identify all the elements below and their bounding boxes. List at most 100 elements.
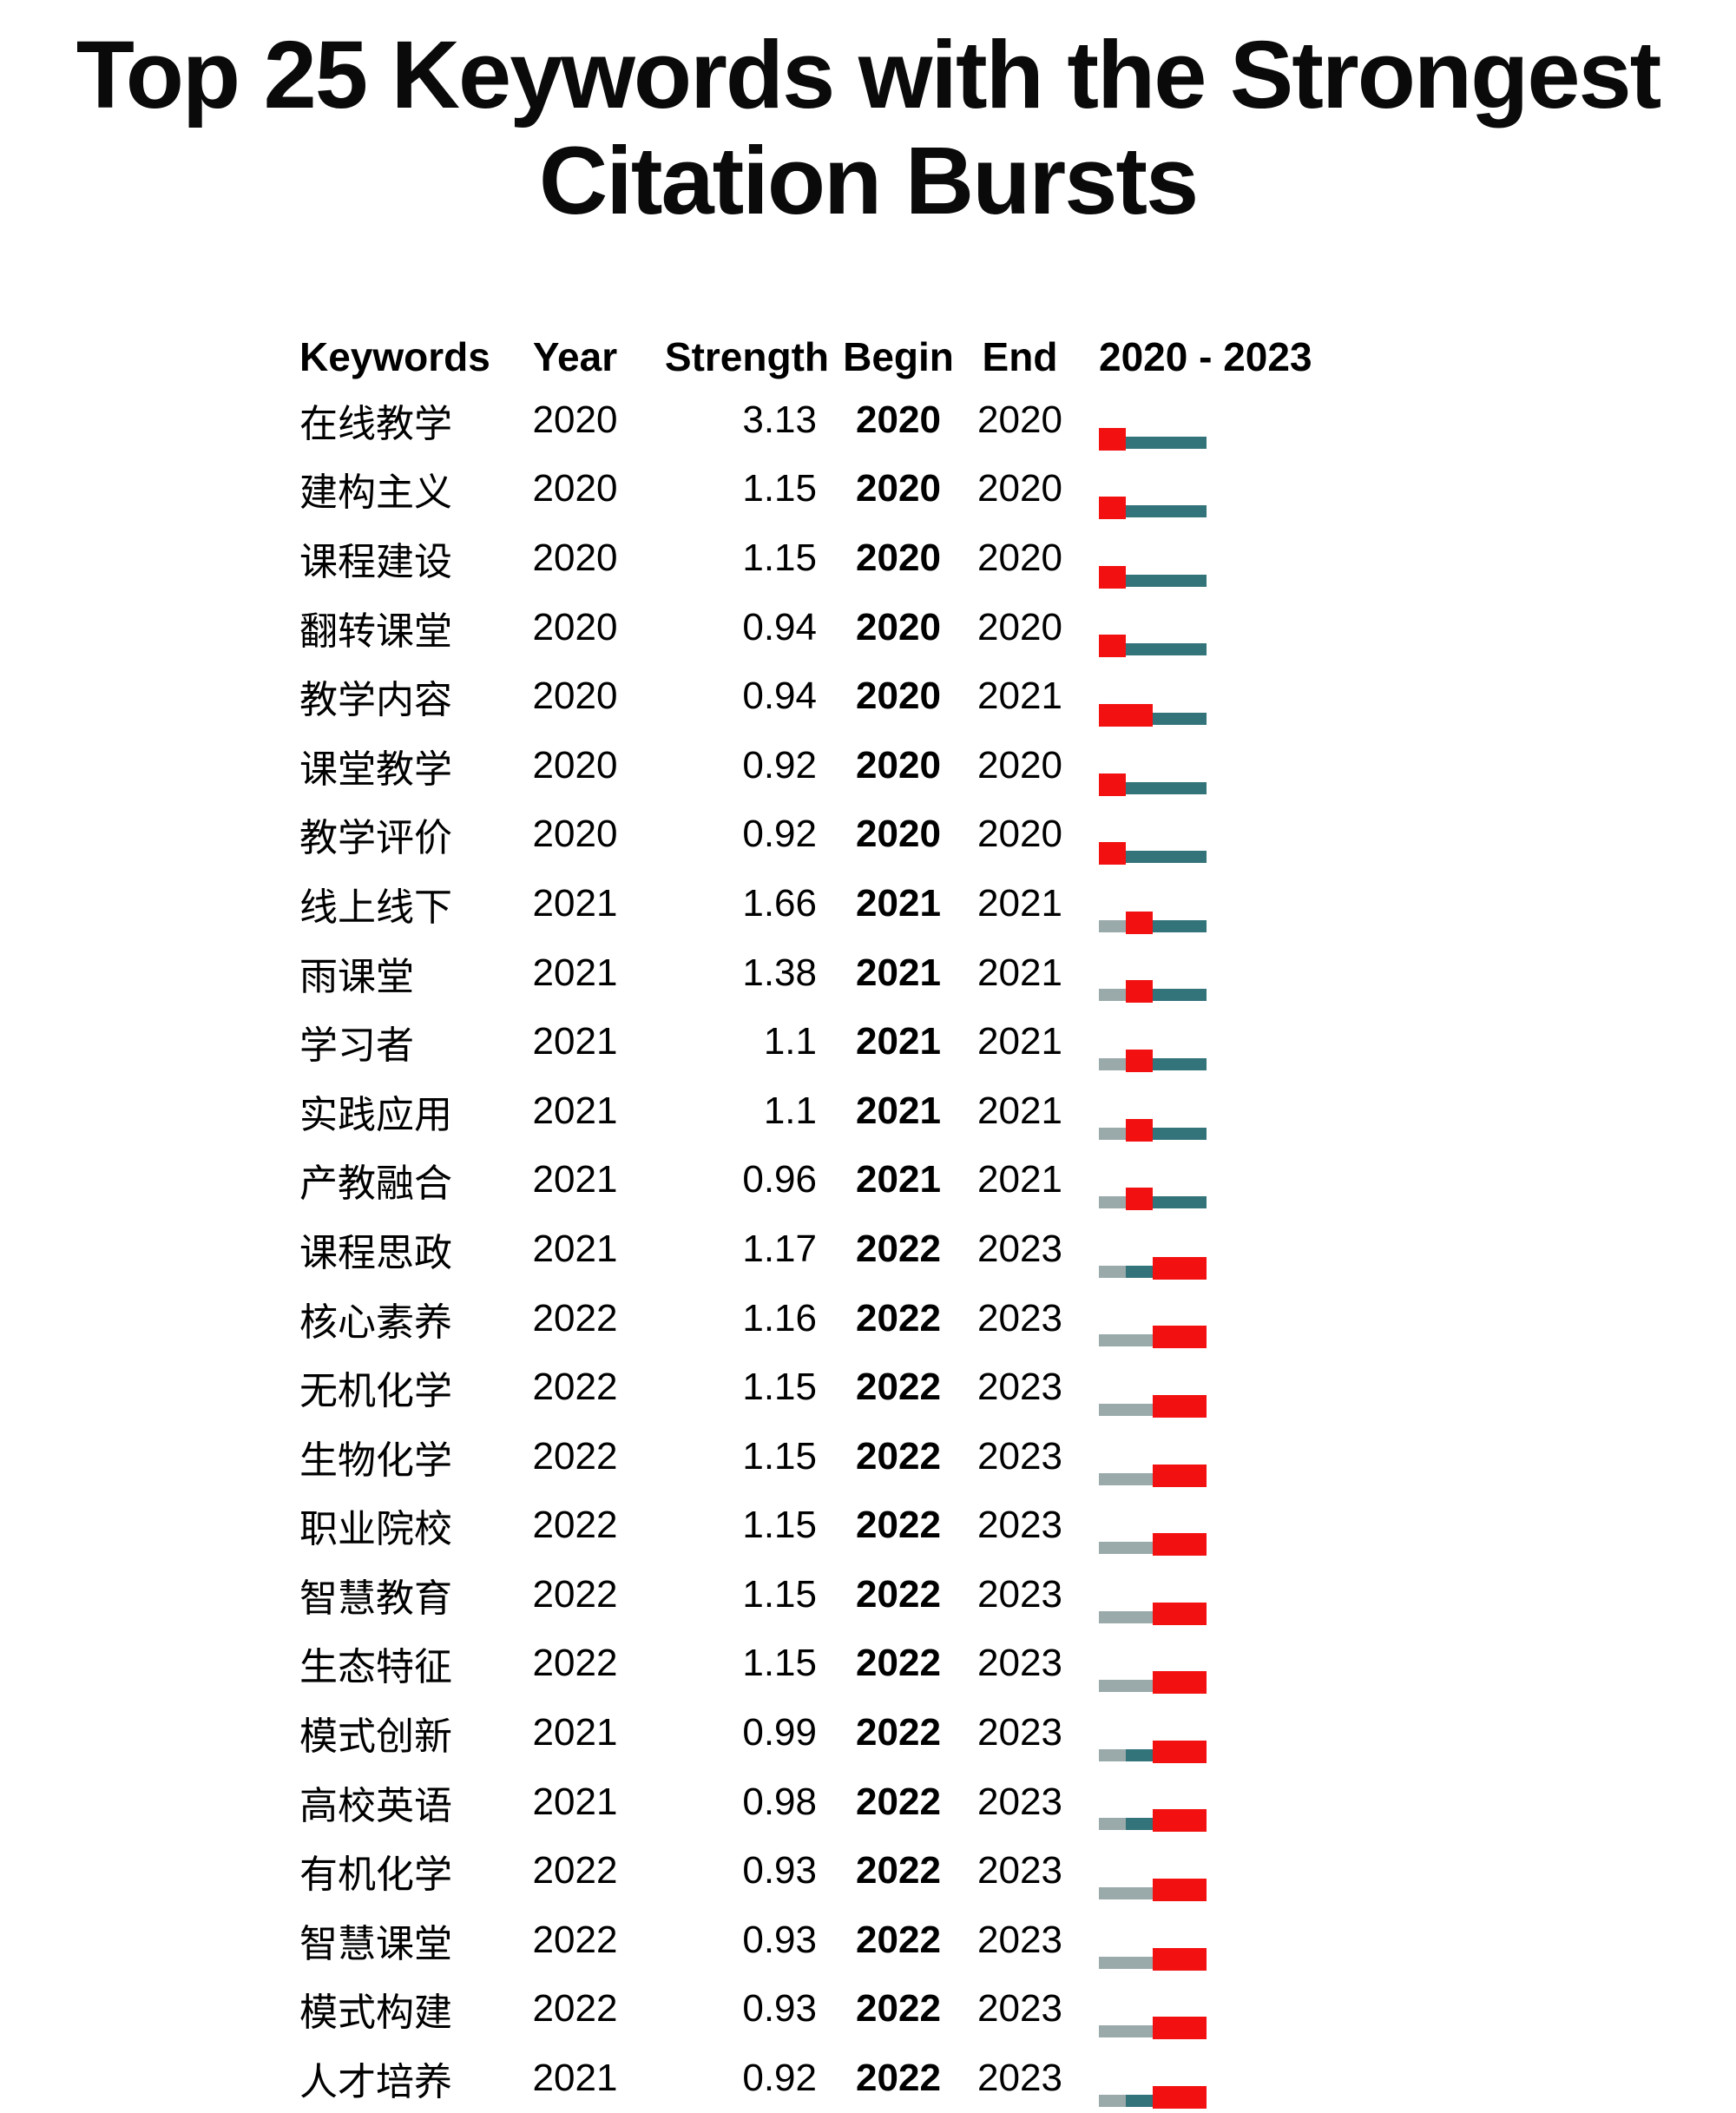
burst-year-segment [1180, 1809, 1207, 1833]
keyword-cell: 生物化学 [299, 1438, 452, 1482]
active-year-segment [1153, 574, 1180, 587]
inactive-year-segment [1126, 1956, 1153, 1969]
inactive-year-segment [1099, 989, 1126, 1002]
burst-year-segment [1153, 1809, 1180, 1833]
keyword-cell: 模式创新 [299, 1715, 452, 1759]
strength-cell: 1.15 [742, 1366, 817, 1409]
active-year-segment [1180, 1196, 1207, 1209]
burst-timeline-bar [1072, 1906, 1471, 1975]
strength-cell: 1.38 [742, 951, 817, 994]
strength-cell: 1.66 [742, 881, 817, 925]
strength-cell: 1.16 [742, 1296, 817, 1340]
table-row: 学习者 2021 1.1 2021 2021 [299, 1007, 1471, 1076]
burst-timeline-bar [1072, 523, 1471, 593]
burst-timeline-bar [1072, 385, 1471, 455]
burst-year-segment [1153, 2017, 1180, 2040]
active-year-segment [1153, 1196, 1180, 1209]
strength-cell: 3.13 [742, 398, 817, 441]
table-row: 无机化学 2022 1.15 2022 2023 [299, 1353, 1471, 1422]
begin-cell: 2021 [856, 951, 941, 994]
burst-timeline-bar [1072, 593, 1471, 662]
active-year-segment [1126, 1748, 1153, 1761]
year-cell: 2020 [532, 536, 618, 579]
begin-cell: 2022 [856, 1642, 941, 1685]
year-cell: 2021 [532, 881, 618, 925]
year-cell: 2021 [532, 1711, 618, 1754]
end-cell: 2021 [977, 1020, 1062, 1063]
strength-cell: 1.17 [742, 1227, 817, 1270]
table-row: 核心素养 2022 1.16 2022 2023 [299, 1284, 1471, 1353]
active-year-segment [1126, 436, 1153, 449]
burst-timeline-bar [1072, 1076, 1471, 1146]
inactive-year-segment [1099, 1472, 1126, 1485]
burst-timeline-bar [1072, 1560, 1471, 1629]
strength-cell: 0.99 [742, 1711, 817, 1754]
active-year-segment [1126, 1265, 1153, 1278]
begin-cell: 2021 [856, 881, 941, 925]
inactive-year-segment [1099, 1956, 1126, 1969]
active-year-segment [1153, 781, 1180, 794]
active-year-segment [1153, 1057, 1180, 1070]
burst-timeline-bar [1072, 1146, 1471, 1215]
active-year-segment [1180, 643, 1207, 656]
header-end: End [982, 334, 1058, 379]
burst-timeline-bar [1072, 1836, 1471, 1906]
keyword-cell: 核心素养 [299, 1300, 452, 1344]
end-cell: 2023 [977, 1366, 1062, 1409]
inactive-year-segment [1099, 1680, 1126, 1693]
active-year-segment [1126, 2094, 1153, 2107]
inactive-year-segment [1099, 1057, 1126, 1070]
end-cell: 2023 [977, 1849, 1062, 1892]
strength-cell: 0.96 [742, 1158, 817, 1201]
burst-timeline-bar [1072, 2044, 1471, 2113]
active-year-segment [1126, 1818, 1153, 1831]
strength-cell: 0.94 [742, 675, 817, 718]
burst-timeline-bar [1072, 1975, 1471, 2044]
burst-timeline-bar [1072, 1422, 1471, 1491]
burst-table: Keywords Year Strength Begin End 2020 - … [299, 328, 1471, 2113]
begin-cell: 2020 [856, 605, 941, 648]
burst-year-segment [1126, 1118, 1153, 1142]
table-header-row: Keywords Year Strength Begin End 2020 - … [299, 328, 1471, 385]
begin-cell: 2022 [856, 1711, 941, 1754]
burst-timeline-bar [1072, 1767, 1471, 1837]
active-year-segment [1126, 643, 1153, 656]
header-begin: Begin [843, 334, 954, 379]
strength-cell: 0.93 [742, 1918, 817, 1961]
keyword-cell: 模式构建 [299, 1991, 452, 2035]
keyword-cell: 无机化学 [299, 1370, 452, 1413]
burst-year-segment [1126, 1049, 1153, 1072]
end-cell: 2020 [977, 398, 1062, 441]
burst-year-segment [1099, 842, 1126, 866]
table-row: 课堂教学 2020 0.92 2020 2020 [299, 731, 1471, 800]
begin-cell: 2022 [856, 1296, 941, 1340]
inactive-year-segment [1099, 1887, 1126, 1900]
inactive-year-segment [1099, 1196, 1126, 1209]
burst-year-segment [1153, 1326, 1180, 1349]
year-cell: 2022 [532, 1504, 618, 1547]
burst-timeline-bar [1072, 1284, 1471, 1353]
keyword-cell: 教学评价 [299, 817, 452, 860]
burst-timeline-bar [1072, 800, 1471, 870]
active-year-segment [1153, 505, 1180, 518]
begin-cell: 2022 [856, 1987, 941, 2031]
burst-timeline-bar [1072, 455, 1471, 524]
active-year-segment [1126, 851, 1153, 864]
header-strength: Strength [664, 334, 829, 379]
year-cell: 2022 [532, 1572, 618, 1616]
keyword-cell: 智慧课堂 [299, 1922, 452, 1965]
keyword-cell: 智慧教育 [299, 1577, 452, 1620]
strength-cell: 1.1 [763, 1089, 817, 1132]
inactive-year-segment [1099, 1127, 1126, 1140]
burst-year-segment [1180, 1394, 1207, 1418]
keyword-cell: 实践应用 [299, 1093, 452, 1136]
burst-year-segment [1126, 1188, 1153, 1211]
burst-timeline-bar [1072, 1629, 1471, 1699]
strength-cell: 0.94 [742, 605, 817, 648]
table-row: 课程建设 2020 1.15 2020 2020 [299, 523, 1471, 593]
keyword-cell: 学习者 [299, 1024, 414, 1068]
strength-cell: 1.15 [742, 1642, 817, 1685]
end-cell: 2023 [977, 1296, 1062, 1340]
burst-year-segment [1153, 1947, 1180, 1971]
